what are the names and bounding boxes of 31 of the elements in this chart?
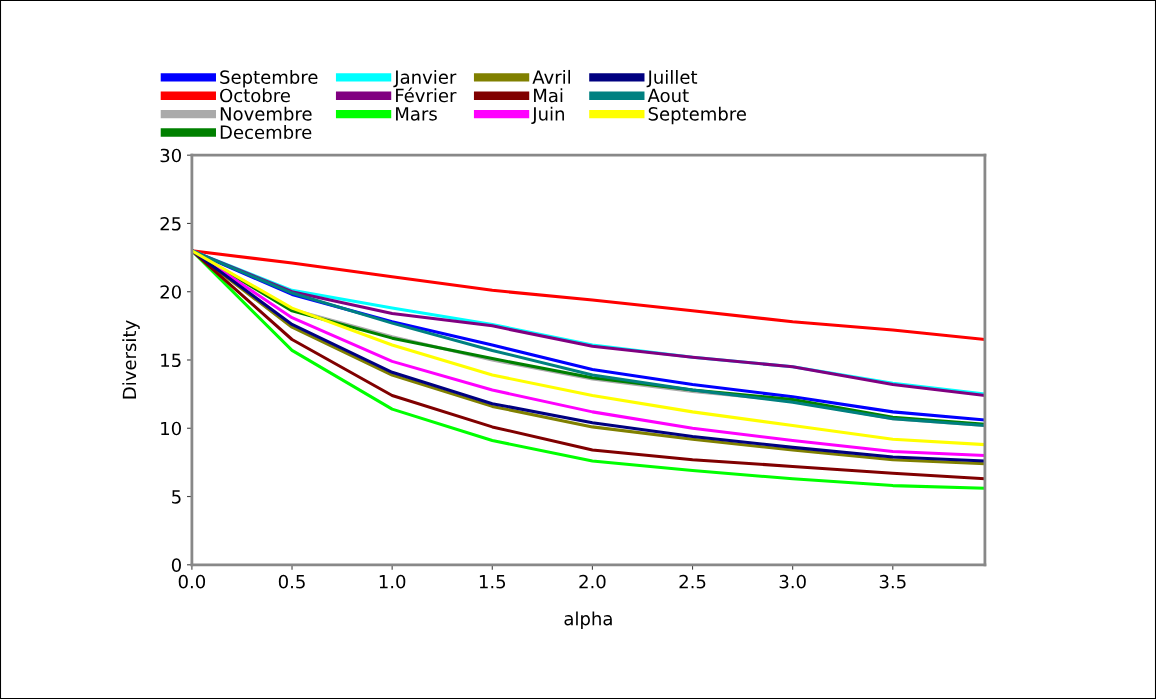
legend-label: Septembre bbox=[220, 69, 318, 88]
legend-label: Juillet bbox=[646, 69, 698, 88]
x-tick-label: 3.0 bbox=[779, 574, 806, 589]
x-tick-label: 3.5 bbox=[879, 574, 906, 589]
line-series bbox=[191, 249, 985, 342]
y-tick-label: 5 bbox=[172, 490, 181, 504]
y-tick-label: 20 bbox=[160, 285, 181, 299]
legend-label: Septembre bbox=[648, 106, 746, 125]
legend-label: Mai bbox=[534, 88, 563, 103]
x-tick-label: 0.5 bbox=[278, 574, 305, 589]
x-axis-title: alpha bbox=[564, 611, 612, 629]
legend-label: Aout bbox=[647, 88, 689, 103]
x-tick-label: 1.0 bbox=[379, 574, 406, 589]
y-axis-title: Diversity bbox=[122, 320, 140, 399]
legend-label: Janvier bbox=[393, 69, 457, 88]
x-tick-label: 2.0 bbox=[579, 574, 606, 589]
legend-label: Avril bbox=[532, 69, 571, 84]
x-tick-label: 1.5 bbox=[479, 575, 506, 589]
legend-label: Juin bbox=[531, 106, 564, 125]
x-tick-label: 0.0 bbox=[178, 574, 206, 589]
legend-label: Mars bbox=[396, 107, 437, 121]
y-tick-label: 10 bbox=[161, 421, 181, 436]
y-tick-label: 25 bbox=[160, 216, 181, 231]
legend-label: Decembre bbox=[220, 125, 312, 140]
y-tick-label: 30 bbox=[160, 148, 181, 163]
y-tick-label: 0 bbox=[171, 558, 181, 572]
legend-label: Février bbox=[396, 87, 457, 103]
legend-label: Novembre bbox=[220, 106, 312, 121]
x-tick-label: 2.5 bbox=[679, 574, 706, 589]
y-tick-label: 15 bbox=[161, 353, 181, 368]
legend-label: Octobre bbox=[220, 88, 290, 103]
